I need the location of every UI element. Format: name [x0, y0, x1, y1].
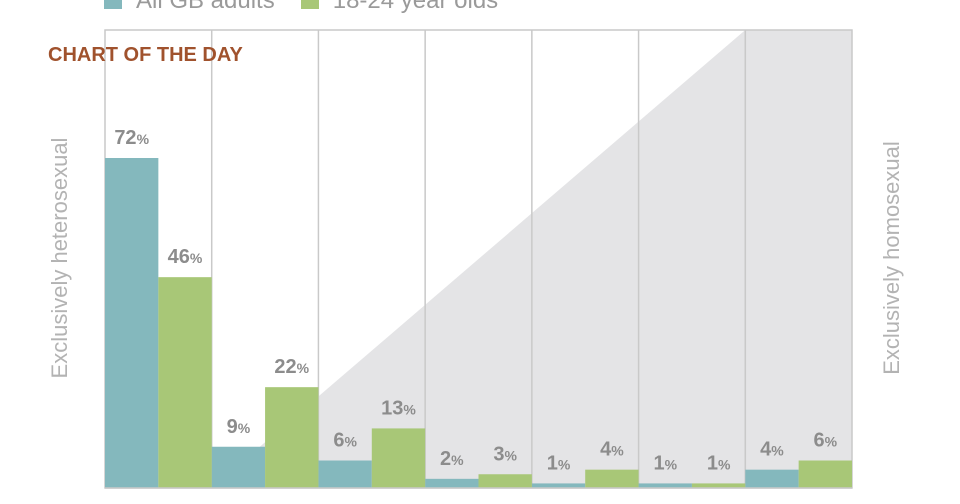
bar-all-gb-adults-0: [105, 158, 159, 488]
legend-label-18-24: 18-24 year olds: [332, 0, 499, 14]
chart-of-the-day-banner: CHART OF THE DAY: [48, 44, 243, 66]
bar-all-gb-adults-3: [425, 478, 479, 488]
value-label-18-24-1: 22%: [274, 356, 309, 378]
legend-swatch-all-gb-adults: [104, 0, 122, 9]
value-label-18-24-3: 3%: [493, 443, 517, 465]
legend-item-18-24: 18-24 year olds: [300, 0, 499, 15]
bar-all-gb-adults-2: [318, 460, 372, 488]
bar-all-gb-adults-5: [638, 483, 692, 488]
legend-swatch-18-24: [300, 0, 319, 9]
value-label-all-gb-adults-5: 1%: [653, 452, 677, 474]
bar-18-24-2: [371, 428, 426, 488]
legend-label-all-gb-adults: All GB adults: [136, 0, 275, 14]
value-label-all-gb-adults-0: 72%: [114, 127, 149, 149]
bar-18-24-1: [265, 387, 319, 488]
bar-all-gb-adults-4: [531, 483, 586, 488]
value-label-18-24-5: 1%: [707, 452, 731, 474]
bar-18-24-4: [585, 469, 639, 488]
value-label-all-gb-adults-2: 6%: [333, 430, 357, 452]
left-axis-label: Exclusively heterosexual: [47, 137, 72, 379]
value-label-18-24-0: 46%: [168, 246, 203, 268]
bar-18-24-5: [691, 483, 746, 488]
value-label-all-gb-adults-6: 4%: [760, 439, 784, 461]
legend-item-all-gb-adults: All GB adults: [104, 0, 275, 15]
chart-legend: All GB adults 18-24 year olds: [104, 0, 524, 14]
bar-all-gb-adults-1: [211, 446, 266, 488]
value-label-all-gb-adults-1: 9%: [227, 416, 251, 438]
bar-all-gb-adults-6: [745, 469, 799, 488]
right-axis-label: Exclusively homosexual: [879, 141, 904, 375]
bar-18-24-0: [158, 277, 212, 488]
value-label-18-24-6: 6%: [814, 430, 838, 452]
value-label-18-24-4: 4%: [600, 439, 624, 461]
bar-18-24-6: [798, 460, 852, 488]
bar-18-24-3: [478, 474, 532, 488]
value-label-all-gb-adults-3: 2%: [440, 448, 464, 470]
value-label-all-gb-adults-4: 1%: [547, 452, 571, 474]
value-label-18-24-2: 13%: [381, 397, 416, 419]
